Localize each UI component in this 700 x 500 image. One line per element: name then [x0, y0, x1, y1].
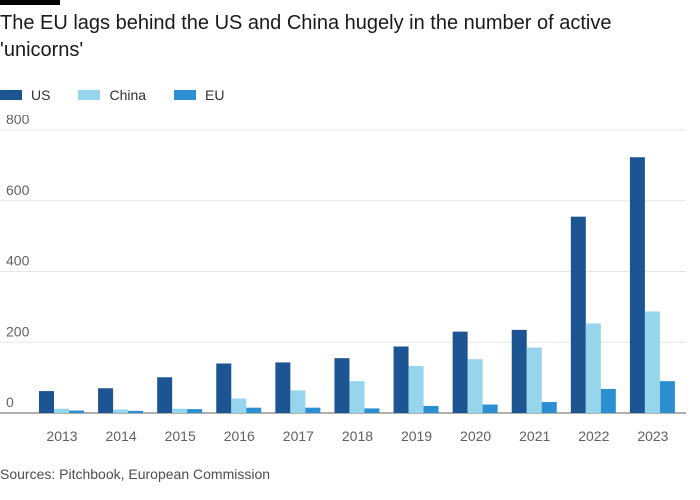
chart-title: The EU lags behind the US and China huge…: [0, 12, 612, 61]
y-tick-label: 400: [6, 253, 30, 269]
y-tick-label: 600: [6, 182, 30, 198]
x-tick-label: 2013: [46, 428, 77, 444]
bar-us-2022: [570, 216, 586, 413]
legend-item-us: US: [0, 87, 50, 103]
bar-us-2013: [39, 391, 54, 413]
x-tick-label: 2020: [460, 428, 491, 444]
chart-legend: US China EU: [0, 86, 253, 104]
x-tick-label: 2015: [165, 428, 196, 444]
bar-china-2020: [467, 359, 483, 413]
bar-us-2014: [98, 388, 114, 413]
bar-china-2022: [585, 323, 601, 413]
bar-eu-2021: [541, 402, 557, 413]
y-axis-labels: 0 200 400 600 800: [6, 115, 30, 410]
bar-us-2015: [157, 377, 173, 413]
bar-us-2023: [629, 157, 645, 413]
bar-us-2018: [334, 358, 350, 413]
source-note: Sources: Pitchbook, European Commission: [0, 466, 271, 482]
y-tick-label: 0: [6, 394, 14, 410]
bar-eu-2014: [128, 410, 144, 413]
x-tick-label: 2023: [637, 428, 668, 444]
bar-china-2017: [290, 390, 306, 413]
x-tick-label: 2022: [578, 428, 609, 444]
header-accent-bar: [0, 0, 60, 5]
x-tick-label: 2021: [519, 428, 550, 444]
x-axis-labels: 2013 2014 2015 2016 2017 2018 2019 2020 2021 2022…: [46, 428, 668, 444]
x-tick-label: 2018: [342, 428, 373, 444]
y-tick-label: 200: [6, 323, 30, 339]
legend-item-eu: EU: [174, 87, 225, 103]
legend-swatch-us: [0, 90, 22, 100]
bar-china-2014: [113, 409, 129, 413]
bars: [39, 157, 675, 413]
bar-us-2019: [393, 346, 409, 413]
bar-us-2021: [511, 329, 527, 413]
bar-eu-2022: [600, 388, 616, 413]
bar-eu-2016: [246, 407, 262, 413]
x-tick-label: 2019: [401, 428, 432, 444]
x-tick-label: 2016: [224, 428, 255, 444]
bar-eu-2013: [69, 410, 84, 413]
x-tick-label: 2014: [106, 428, 137, 444]
legend-item-china: China: [78, 87, 146, 103]
bar-eu-2015: [187, 409, 203, 413]
bar-china-2023: [644, 311, 660, 413]
bar-eu-2018: [364, 408, 380, 413]
bar-us-2017: [275, 362, 291, 413]
bar-china-2015: [172, 408, 188, 413]
legend-label-us: US: [31, 87, 51, 103]
bar-eu-2020: [482, 404, 498, 413]
bar-china-2013: [54, 408, 69, 413]
bar-eu-2019: [423, 405, 439, 413]
bar-china-2016: [231, 398, 247, 413]
bar-china-2018: [349, 381, 365, 413]
bar-us-2020: [452, 331, 468, 413]
bar-china-2021: [526, 347, 542, 413]
bar-eu-2017: [305, 407, 321, 413]
bar-us-2016: [216, 363, 232, 413]
legend-swatch-eu: [174, 90, 197, 100]
legend-swatch-china: [78, 90, 101, 100]
legend-label-eu: EU: [205, 87, 225, 103]
y-tick-label: 800: [6, 115, 30, 127]
x-tick-label: 2017: [283, 428, 314, 444]
bar-china-2019: [408, 365, 424, 413]
bar-eu-2023: [659, 381, 675, 413]
legend-label-china: China: [109, 87, 147, 103]
